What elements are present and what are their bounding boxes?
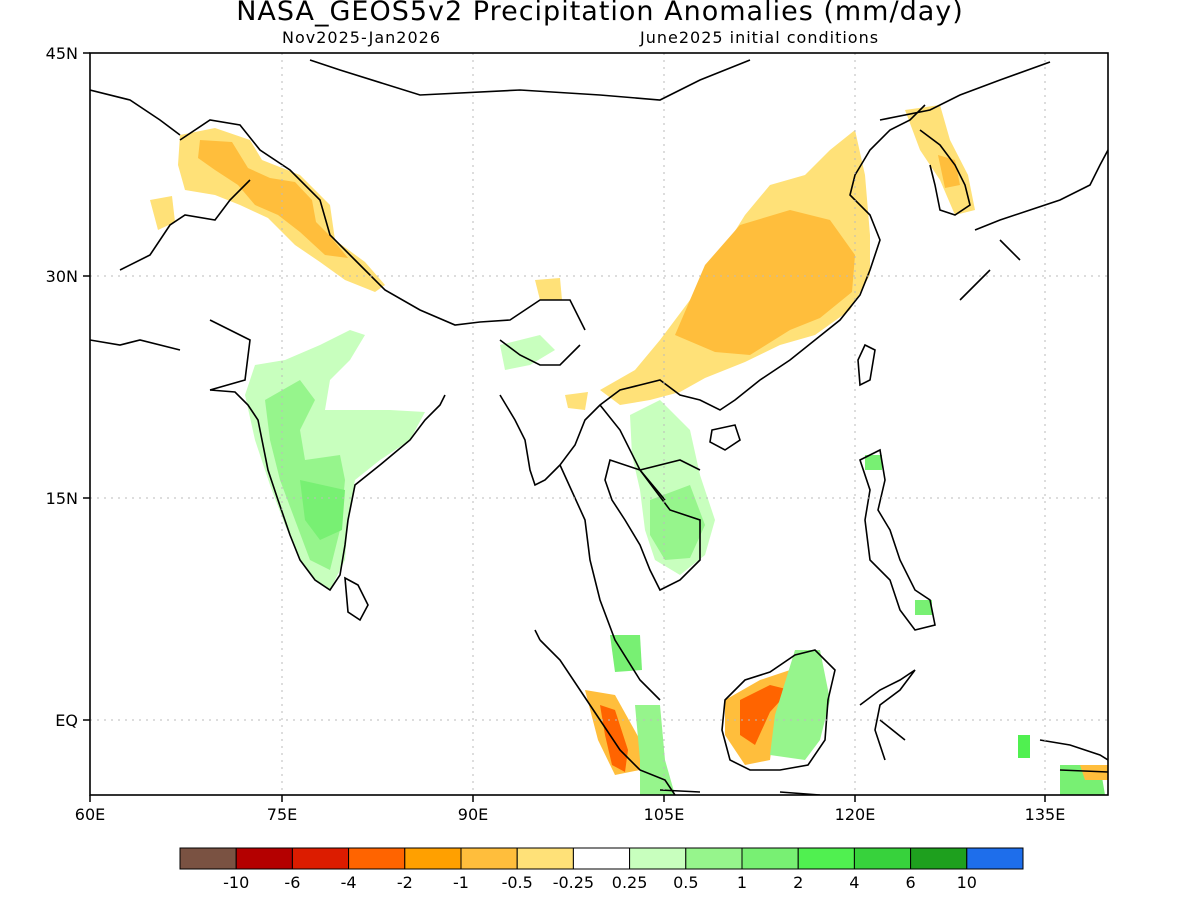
coast-thai-gulf <box>559 458 701 701</box>
y-tick-label: 15N <box>46 489 78 508</box>
coast-new-guinea <box>1039 739 1108 773</box>
coast-bay-bengal-east <box>499 104 926 487</box>
coast-sulawesi <box>859 669 916 761</box>
colorbar-swatch <box>179 847 237 870</box>
coast-japan <box>959 149 1108 301</box>
anomaly-wet-bengal <box>500 335 555 370</box>
x-tick-label: 75E <box>267 805 297 824</box>
coast-sri-lanka <box>344 576 369 622</box>
anomaly-wet-sumatra-south <box>635 705 675 795</box>
initial-conditions: June2025 initial conditions <box>640 28 880 47</box>
x-tick-label: 120E <box>835 805 876 824</box>
colorbar-label: 0.25 <box>612 873 648 892</box>
anomaly-dry-pakistan-west <box>150 196 175 230</box>
colorbar-swatch <box>235 847 293 870</box>
anomaly-moderate-dry-china <box>675 210 855 355</box>
border-mongolia <box>309 59 1051 121</box>
coast-sumatra <box>534 629 676 795</box>
anomaly-wet-philippines <box>865 455 882 470</box>
colorbar-swatch <box>348 847 406 870</box>
colorbar-label: 6 <box>906 873 916 892</box>
y-tick-labels: 45N 30N 15N EQ <box>46 44 78 730</box>
coast-hainan <box>709 424 741 451</box>
x-tick-label: 105E <box>644 805 685 824</box>
colorbar-swatch <box>966 847 1024 870</box>
anomaly-wet-india-south <box>300 480 345 540</box>
colorbar-swatch <box>910 847 968 870</box>
colorbar-swatch <box>572 847 631 870</box>
colorbar-label: 10 <box>957 873 977 892</box>
colorbar-label: -2 <box>397 873 413 892</box>
colorbar-swatch <box>516 847 574 870</box>
coast-korea <box>919 129 971 216</box>
forecast-period: Nov2025-Jan2026 <box>282 28 441 47</box>
coast-taiwan <box>857 343 876 387</box>
colorbar-swatch <box>853 847 912 870</box>
anomaly-dry-borneo-core <box>740 685 790 745</box>
colorbar-swatch <box>741 847 799 870</box>
colorbar-label: -0.5 <box>502 873 533 892</box>
colorbar-label: 1 <box>737 873 747 892</box>
x-tick-label: 60E <box>75 805 105 824</box>
colorbar-swatch <box>629 847 687 870</box>
x-tick-label: 90E <box>458 805 488 824</box>
colorbar-swatch <box>685 847 743 870</box>
colorbar-swatch <box>291 847 350 870</box>
colorbar-label: -0.25 <box>553 873 594 892</box>
anomaly-wet-borneo <box>770 650 830 760</box>
map-frame <box>89 52 1109 796</box>
border-himalaya <box>179 119 586 331</box>
anomaly-wet-mindanao <box>915 600 932 615</box>
colorbar-label: -4 <box>341 873 357 892</box>
coast-philippines <box>859 448 936 631</box>
x-tick-label: 135E <box>1025 805 1066 824</box>
x-tick-labels: 60E 75E 90E 105E 120E 135E <box>75 805 1066 824</box>
colorbar-label: -1 <box>453 873 469 892</box>
colorbar-swatch <box>460 847 518 870</box>
colorbar: -10 -6 -4 -2 -1 -0.5 -0.25 0.25 0.5 1 2 4 6 10 <box>179 847 1024 892</box>
anomaly-dry-myanmar-south <box>565 392 588 410</box>
border-pakistan <box>119 179 251 391</box>
colorbar-label: -6 <box>284 873 300 892</box>
anomaly-dry-kashmir <box>198 140 348 258</box>
anomaly-dry-new-guinea <box>1080 765 1108 780</box>
anomaly-dry-sumatra-core <box>600 705 628 772</box>
anomaly-field <box>150 105 1108 795</box>
anomaly-dry-yunnan <box>535 278 562 300</box>
colorbar-swatch <box>797 847 855 870</box>
colorbar-label: 2 <box>793 873 803 892</box>
y-tick-label: 45N <box>46 44 78 63</box>
coast-india <box>209 389 446 592</box>
anomaly-wet-moluccas <box>1018 735 1030 758</box>
border-southeast-asia <box>499 339 701 501</box>
y-tick-label: EQ <box>55 711 78 730</box>
colorbar-label: 0.5 <box>673 873 698 892</box>
map-title: NASA_GEOS5v2 Precipitation Anomalies (mm… <box>236 0 964 27</box>
colorbar-swatch <box>404 847 462 870</box>
colorbar-label: 4 <box>849 873 859 892</box>
anomaly-wet-cambodia <box>650 485 705 560</box>
y-tick-label: 30N <box>46 267 78 286</box>
border-iran <box>90 89 181 351</box>
tick-marks <box>83 52 1046 802</box>
graticule <box>90 53 1108 795</box>
colorbar-label: -10 <box>223 873 249 892</box>
